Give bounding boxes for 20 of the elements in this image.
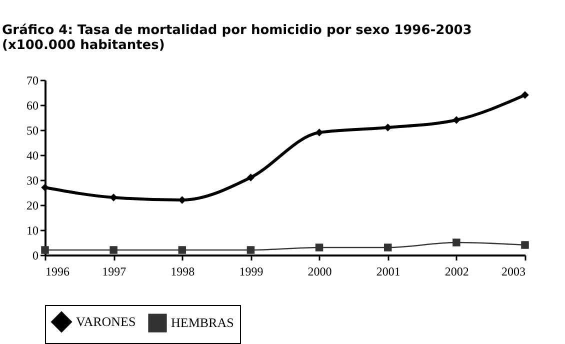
x-tick-label: 2003	[502, 264, 526, 278]
x-tick-label: 1999	[239, 264, 264, 278]
y-tick-label: 60	[26, 98, 38, 112]
y-tick-label: 40	[26, 148, 38, 162]
x-tick-label: 1996	[46, 264, 70, 278]
y-tick-label: 20	[26, 198, 38, 212]
chart-title: Gráfico 4: Tasa de mortalidad por homicidio por sexo 1996-2003	[2, 23, 472, 38]
legend-label: VARONES	[76, 314, 136, 329]
legend-label: HEMBRAS	[171, 315, 234, 330]
y-tick-label: 0	[32, 248, 38, 262]
y-tick-label: 50	[26, 124, 38, 138]
chart-subtitle: (x100.000 habitantes)	[2, 38, 165, 53]
x-tick-label: 2001	[376, 264, 400, 278]
y-tick-label: 30	[26, 174, 38, 188]
y-tick-label: 70	[26, 74, 38, 88]
x-tick-label: 2002	[444, 264, 469, 278]
x-tick-label: 1998	[170, 264, 195, 278]
y-tick-label: 10	[26, 224, 38, 238]
x-tick-label: 2000	[308, 264, 332, 278]
x-tick-label: 1997	[102, 264, 126, 278]
